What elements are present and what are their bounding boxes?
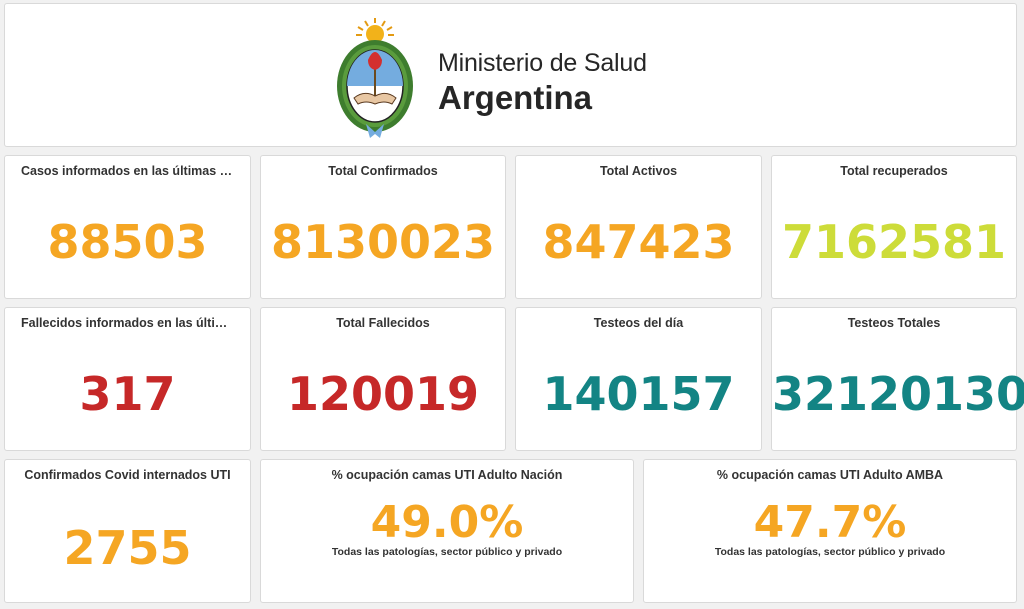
card-title: Confirmados Covid internados UTI	[24, 468, 231, 482]
card-internados-uti: Confirmados Covid internados UTI 2755	[4, 459, 251, 603]
card-value: 120019	[286, 367, 480, 421]
card-value: 32120130	[772, 367, 1024, 421]
card-total-fallecidos: Total Fallecidos 120019	[260, 307, 506, 451]
ministry-name: Ministerio de Salud	[438, 49, 647, 77]
card-value: 847423	[542, 215, 735, 269]
header-panel: Ministerio de Salud Argentina	[4, 3, 1017, 147]
card-value: 47.7%	[753, 497, 907, 548]
card-title: % ocupación camas UTI Adulto Nación	[331, 468, 563, 482]
card-value: 2755	[63, 521, 192, 575]
card-title: Total recuperados	[840, 164, 948, 178]
card-value: 49.0%	[370, 497, 524, 548]
card-title: % ocupación camas UTI Adulto AMBA	[716, 468, 944, 482]
card-subtitle: Todas las patologías, sector público y p…	[714, 546, 946, 558]
coat-of-arms-logo	[332, 14, 418, 142]
card-title: Total Fallecidos	[336, 316, 430, 330]
card-total-activos: Total Activos 847423	[515, 155, 762, 299]
card-total-recuperados: Total recuperados 7162581	[771, 155, 1017, 299]
card-subtitle: Todas las patologías, sector público y p…	[331, 546, 563, 558]
card-fallecidos-24h: Fallecidos informados en las última... 3…	[4, 307, 251, 451]
card-testeos-totales: Testeos Totales 32120130	[771, 307, 1024, 451]
card-value: 8130023	[270, 215, 496, 269]
sun-icon	[356, 18, 394, 43]
card-title: Testeos Totales	[847, 316, 941, 330]
card-value: 88503	[47, 215, 208, 269]
card-value: 317	[79, 367, 176, 421]
card-title: Total Confirmados	[328, 164, 438, 178]
card-casos-24h: Casos informados en las últimas 24... 88…	[4, 155, 251, 299]
card-title: Total Activos	[599, 164, 678, 178]
card-title: Testeos del día	[593, 316, 684, 330]
card-value: 140157	[542, 367, 735, 421]
card-title: Casos informados en las últimas 24...	[21, 164, 244, 178]
card-ocupacion-nacion: % ocupación camas UTI Adulto Nación 49.0…	[260, 459, 634, 603]
brand-title: Ministerio de Salud Argentina	[438, 48, 647, 118]
country-name: Argentina	[438, 79, 593, 116]
card-value: 7162581	[781, 215, 1007, 269]
card-testeos-dia: Testeos del día 140157	[515, 307, 762, 451]
card-ocupacion-amba: % ocupación camas UTI Adulto AMBA 47.7% …	[643, 459, 1017, 603]
card-title: Fallecidos informados en las última...	[21, 316, 244, 330]
card-total-confirmados: Total Confirmados 8130023	[260, 155, 506, 299]
